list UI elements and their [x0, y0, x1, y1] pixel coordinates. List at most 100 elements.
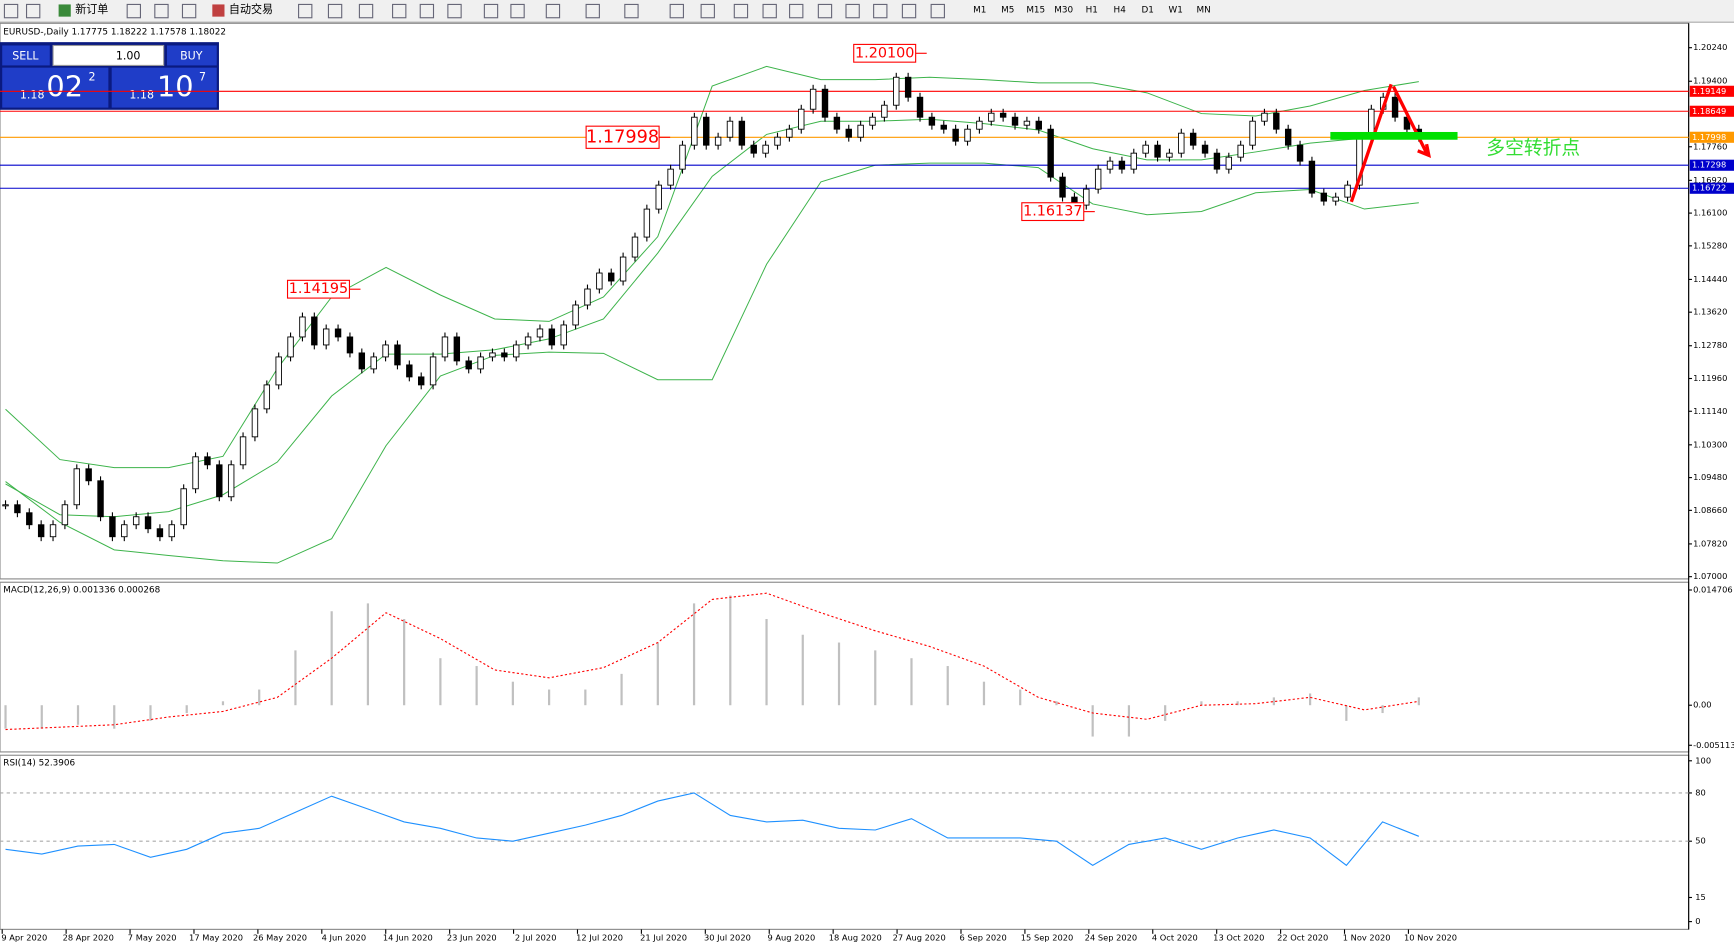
toolbar-icon[interactable] [873, 3, 888, 19]
toolbar-icon[interactable] [358, 3, 374, 19]
candle-body [1308, 160, 1316, 194]
toolbar-icon[interactable] [483, 3, 499, 19]
candle-body [49, 524, 57, 538]
candle-body [1225, 156, 1233, 170]
candle-body [1320, 192, 1328, 202]
macd-signal [5, 592, 1419, 731]
toolbar-icon[interactable] [510, 3, 525, 19]
toolbar-icon[interactable] [419, 3, 435, 19]
timeframe-button[interactable]: MN [1197, 5, 1211, 15]
candle-body [489, 352, 496, 358]
candle-body [821, 88, 829, 118]
candle-body [1011, 116, 1019, 126]
lots-input[interactable] [52, 44, 165, 66]
y-tick-label: 1.19400 [1693, 76, 1727, 86]
y-tick-label: 0 [1695, 916, 1700, 926]
y-tick-label: 80 [1695, 787, 1706, 797]
candle-body [916, 96, 924, 118]
candle-body [1332, 196, 1339, 202]
price-level-tag [1689, 131, 1734, 143]
toolbar-icon[interactable] [817, 3, 833, 19]
candle-body [1023, 120, 1031, 126]
candle-body [85, 468, 92, 482]
timeframe-button[interactable]: H4 [1114, 5, 1127, 15]
toolbar-icon[interactable] [901, 3, 917, 19]
trade-panel: SELL 1.00 BUY 1.18 02 2 1.18 10 7 [0, 42, 219, 110]
annotation-box [585, 125, 660, 149]
y-tick-label: 0.00 [1693, 700, 1711, 710]
timeframe-button[interactable]: M15 [1026, 5, 1045, 15]
toolbar-icon[interactable] [3, 3, 19, 19]
price-level-label: 1.18649 [1692, 106, 1726, 116]
timeframe-button[interactable]: M1 [973, 5, 986, 15]
indicator-title: RSI(14) 52.3906 [3, 759, 75, 769]
toolbar-icon[interactable] [126, 3, 141, 19]
candle-body [893, 76, 900, 106]
toolbar-icon[interactable] [669, 3, 684, 19]
candle-body [299, 316, 306, 338]
annotation-box [853, 43, 917, 63]
toolbar-icon[interactable] [58, 4, 71, 17]
sell-label: SELL [12, 50, 39, 63]
candle-body [1118, 160, 1126, 170]
candle-body [619, 256, 627, 282]
toolbar-button[interactable]: 新订单 [75, 2, 108, 16]
candle-body [144, 516, 152, 530]
x-tick-label: 26 May 2020 [253, 933, 307, 943]
toolbar-icon[interactable] [392, 3, 407, 19]
candle-body [227, 464, 235, 498]
y-tick-label: 100 [1695, 755, 1711, 765]
x-tick-label: 9 Aug 2020 [767, 933, 815, 943]
candle-body [596, 272, 603, 290]
annotation-box [1021, 202, 1085, 222]
candle-body [513, 344, 520, 358]
toolbar-icon[interactable] [298, 3, 313, 19]
toolbar-icon[interactable] [327, 3, 343, 19]
timeframe-button[interactable]: M30 [1054, 5, 1073, 15]
toolbar-icon[interactable] [930, 3, 945, 19]
toolbar-icon[interactable] [700, 3, 715, 19]
x-tick-label: 7 May 2020 [128, 933, 177, 943]
toolbar-icon[interactable] [181, 3, 197, 19]
buy-price-box[interactable] [111, 67, 217, 108]
candle-body [667, 168, 674, 186]
toolbar-icon[interactable] [585, 3, 600, 19]
candle-body [1273, 112, 1280, 130]
sell-button[interactable] [2, 45, 50, 66]
y-tick-label: 1.07820 [1693, 538, 1727, 548]
candle-body [536, 328, 544, 338]
candle-body [1344, 184, 1351, 198]
candle-body [904, 76, 912, 98]
timeframe-button[interactable]: W1 [1168, 5, 1182, 15]
timeframe-button[interactable]: H1 [1086, 5, 1098, 15]
candle-body [311, 316, 318, 346]
toolbar-icon[interactable] [762, 3, 777, 19]
timeframe-button[interactable]: D1 [1141, 5, 1153, 15]
buy-price-main: 10 [157, 70, 194, 104]
toolbar-icon[interactable] [25, 3, 41, 19]
pivot-zone [1330, 131, 1458, 140]
sell-price-box[interactable] [2, 67, 109, 108]
toolbar-icon[interactable] [624, 3, 639, 19]
toolbar-button[interactable]: 自动交易 [229, 2, 273, 16]
price-level-tag [1689, 159, 1734, 171]
candle-body [691, 116, 698, 146]
candle-body [1154, 144, 1161, 158]
toolbar-icon[interactable] [154, 3, 169, 19]
toolbar-icon[interactable] [545, 3, 561, 19]
candle-body [572, 304, 579, 326]
toolbar-icon[interactable] [845, 3, 860, 19]
toolbar-icon[interactable] [212, 4, 225, 17]
buy-button[interactable] [166, 45, 217, 66]
candle-body [964, 128, 971, 142]
candle-body [156, 528, 164, 538]
y-tick-label: 1.10300 [1693, 439, 1727, 449]
candle-body [1249, 120, 1256, 146]
timeframe-button[interactable]: M5 [1001, 5, 1014, 15]
y-tick-label: 1.15280 [1693, 240, 1727, 250]
toolbar-icon[interactable] [733, 3, 749, 19]
toolbar-icon[interactable] [789, 3, 804, 19]
candle-body [109, 516, 116, 538]
candle-body [881, 104, 888, 118]
toolbar-icon[interactable] [447, 3, 462, 19]
